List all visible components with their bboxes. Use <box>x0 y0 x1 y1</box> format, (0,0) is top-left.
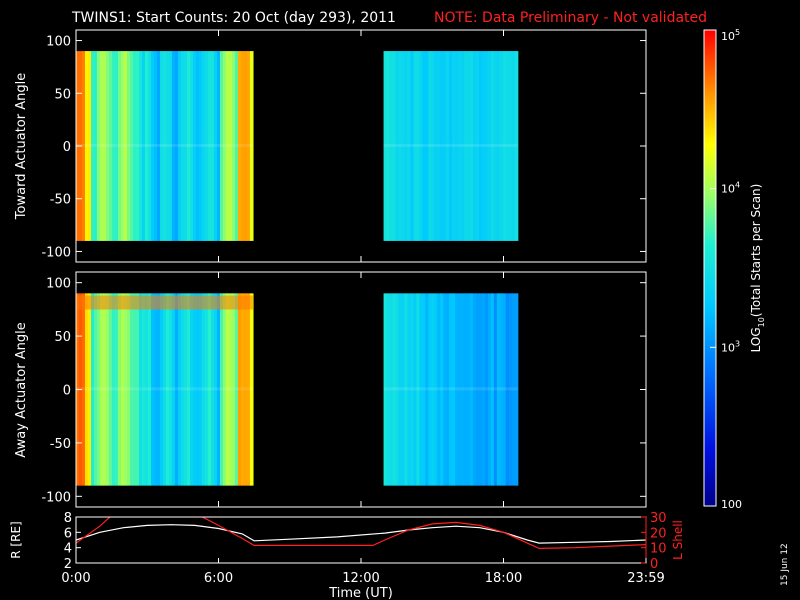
colorbar-tick-label: 100 <box>721 498 742 511</box>
colorbar-tick-label: 104 <box>721 181 740 196</box>
colorbar-tick-label: 105 <box>721 28 740 43</box>
toward-ytick-label: 100 <box>46 35 71 50</box>
away-ytick-label: 0 <box>63 384 71 399</box>
toward-heatmap-cells <box>76 51 519 241</box>
lshell-ytick-label: 0 <box>650 557 658 572</box>
toward-ytick-label: -100 <box>41 245 71 260</box>
generation-date: 15 Jun 12 <box>780 543 790 586</box>
orbit-lines <box>76 517 646 550</box>
toward-angle-ylabel: Toward Actuator Angle <box>14 73 29 220</box>
r-series-line <box>76 524 646 544</box>
toward-ytick-label: 50 <box>54 87 71 102</box>
colorbar-tick-label: 103 <box>721 339 740 354</box>
lshell-ylabel: L Shell <box>671 520 685 560</box>
away-ytick-label: -100 <box>41 490 71 505</box>
colorbar-ticks: 105 104 103 100 <box>710 28 742 511</box>
r-ytick-label: 2 <box>64 557 72 572</box>
lshell-series-line <box>76 517 646 550</box>
r-ylabel: R [RE] <box>9 521 23 558</box>
away-ytick-label: 100 <box>46 277 71 292</box>
r-ytick-label: 4 <box>64 542 72 557</box>
r-ytick-label: 6 <box>64 526 72 541</box>
time-xtick-label: 12:00 <box>342 571 379 586</box>
away-angle-panel: -100 -50 0 50 100 <box>41 271 647 508</box>
lshell-ytick-label: 30 <box>650 511 667 526</box>
preliminary-note: NOTE: Data Preliminary - Not validated <box>434 10 707 26</box>
time-xtick-label: 6:00 <box>204 571 233 586</box>
time-xtick-label: 0:00 <box>61 571 90 586</box>
colorbar <box>703 29 717 507</box>
orbit-panel-frame <box>75 516 647 564</box>
away-ytick-label: -50 <box>50 437 71 452</box>
away-angle-ylabel: Away Actuator Angle <box>14 322 29 457</box>
lshell-ytick-label: 10 <box>650 542 667 557</box>
away-heatmap-cells <box>76 293 519 486</box>
r-ytick-label: 8 <box>64 511 72 526</box>
time-xtick-label: 18:00 <box>485 571 522 586</box>
lshell-ytick-label: 20 <box>650 526 667 541</box>
away-ytick-label: 50 <box>54 330 71 345</box>
toward-ytick-label: -50 <box>50 193 71 208</box>
toward-ytick-label: 0 <box>63 140 71 155</box>
time-xtick-label: 23:59 <box>627 571 664 586</box>
toward-angle-panel: -100 -50 0 50 100 <box>41 29 647 263</box>
chart-title: TWINS1: Start Counts: 20 Oct (day 293), … <box>71 10 396 26</box>
colorbar-label: LOG10(Total Starts per Scan) <box>749 184 766 353</box>
time-xlabel: Time (UT) <box>328 586 393 600</box>
